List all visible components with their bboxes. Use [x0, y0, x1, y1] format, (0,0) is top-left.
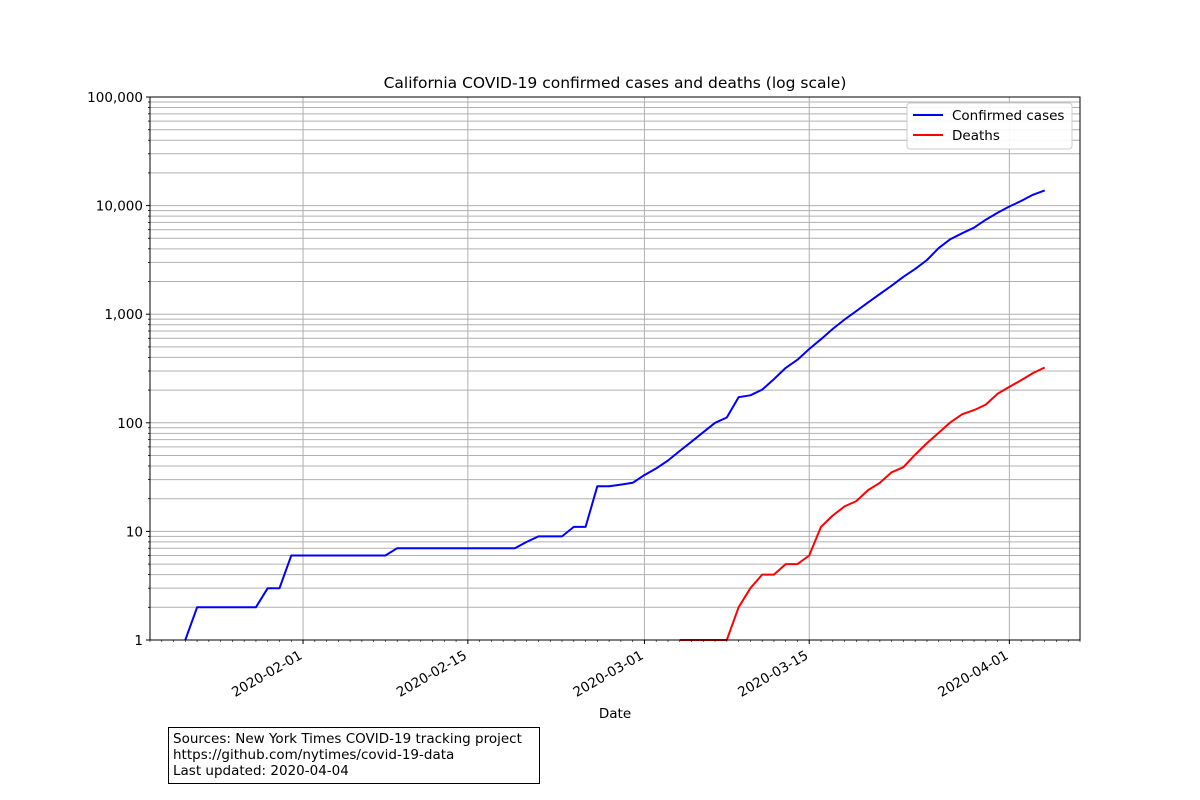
legend: Confirmed cases Deaths: [906, 102, 1073, 150]
plot-frame: [149, 96, 1081, 641]
x-tick-label: 2020-03-01: [570, 648, 646, 701]
chart-title: California COVID-19 confirmed cases and …: [384, 74, 847, 92]
x-tick-label: 2020-02-01: [229, 648, 305, 701]
x-axis: 2020-02-01 2020-02-15 2020-03-01 2020-03-15…: [149, 640, 1081, 701]
x-axis-label: Date: [599, 706, 631, 722]
x-tick-label: 2020-03-15: [735, 648, 811, 701]
x-tick-label: 2020-02-15: [394, 648, 470, 701]
y-axis: 1 10 100 1,000 10,000 100,000: [87, 90, 150, 649]
y-tick-label: 1: [134, 633, 143, 649]
series-layer: [184, 189, 1046, 641]
legend-label-confirmed: Confirmed cases: [952, 108, 1064, 124]
y-tick-label: 1,000: [104, 307, 143, 323]
y-tick-label: 100: [117, 416, 143, 432]
y-tick-label: 10: [126, 524, 143, 540]
sources-box: Sources: New York Times COVID-19 trackin…: [168, 727, 540, 784]
y-tick-label: 10,000: [96, 199, 143, 215]
last-updated: Last updated: 2020-04-04: [173, 763, 349, 779]
x-tick-label: 2020-04-01: [935, 648, 1011, 701]
series-line-deaths: [679, 366, 1046, 641]
legend-frame: [906, 102, 1073, 150]
sources-url: https://github.com/nytimes/covid-19-data: [173, 747, 455, 763]
y-tick-label: 100,000: [87, 90, 143, 106]
series-line-confirmed-cases: [184, 189, 1046, 641]
legend-label-deaths: Deaths: [952, 128, 1000, 144]
sources-line: Sources: New York Times COVID-19 trackin…: [173, 731, 522, 747]
